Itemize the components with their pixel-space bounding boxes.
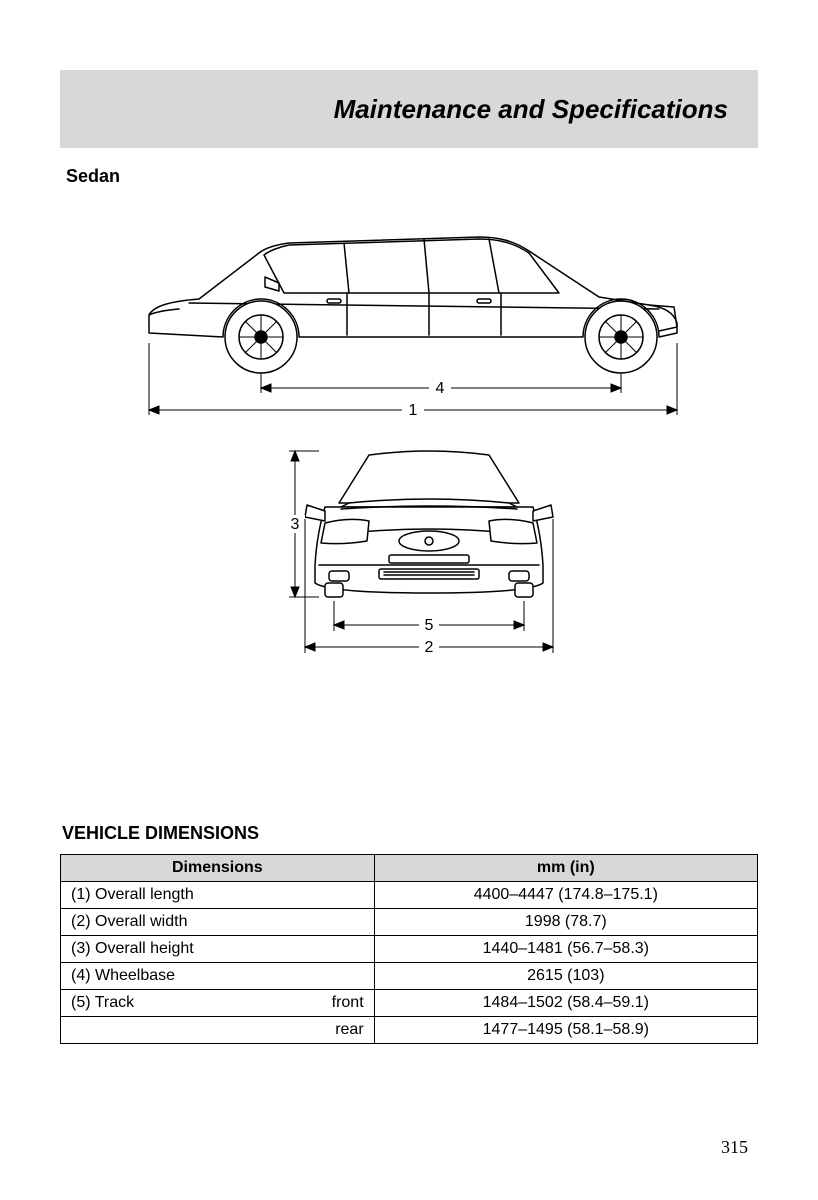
- table-row: (1) Overall length 4400–4447 (174.8–175.…: [61, 882, 758, 909]
- table-row: (2) Overall width 1998 (78.7): [61, 909, 758, 936]
- row-label: (4) Wheelbase: [61, 963, 375, 990]
- vehicle-type-label: Sedan: [66, 166, 758, 187]
- row-label: (2) Overall width: [61, 909, 375, 936]
- dim-4-label: 4: [436, 380, 445, 397]
- dim-2-label: 2: [425, 639, 434, 656]
- track-label: (5) Track: [71, 994, 134, 1012]
- track-front-sub: front: [332, 994, 364, 1012]
- dimensions-table: Dimensions mm (in) (1) Overall length 44…: [60, 854, 758, 1044]
- dim-3-label: 3: [291, 516, 300, 533]
- section-title: VEHICLE DIMENSIONS: [62, 823, 758, 844]
- row-label: rear: [61, 1017, 375, 1044]
- page-title: Maintenance and Specifications: [334, 94, 728, 125]
- row-label: (5) Track front: [61, 990, 375, 1017]
- table-row: (3) Overall height 1440–1481 (56.7–58.3): [61, 936, 758, 963]
- table-row-track-front: (5) Track front 1484–1502 (58.4–59.1): [61, 990, 758, 1017]
- header-band: Maintenance and Specifications: [60, 70, 758, 148]
- track-rear-sub: rear: [335, 1021, 363, 1038]
- row-label: (1) Overall length: [61, 882, 375, 909]
- car-side-view-icon: 4 1: [129, 193, 689, 423]
- table-header-row: Dimensions mm (in): [61, 855, 758, 882]
- row-value: 1440–1481 (56.7–58.3): [374, 936, 757, 963]
- diagram-area: 4 1: [60, 193, 758, 673]
- row-value: 1484–1502 (58.4–59.1): [374, 990, 757, 1017]
- row-value: 1998 (78.7): [374, 909, 757, 936]
- table-row-track-rear: rear 1477–1495 (58.1–58.9): [61, 1017, 758, 1044]
- page-number: 315: [721, 1137, 748, 1158]
- row-value: 1477–1495 (58.1–58.9): [374, 1017, 757, 1044]
- car-front-view-icon: 3 5 2: [229, 433, 589, 673]
- dim-5-label: 5: [425, 617, 434, 634]
- row-label: (3) Overall height: [61, 936, 375, 963]
- col-header-mm-in: mm (in): [374, 855, 757, 882]
- col-header-dimensions: Dimensions: [61, 855, 375, 882]
- row-value: 4400–4447 (174.8–175.1): [374, 882, 757, 909]
- table-row: (4) Wheelbase 2615 (103): [61, 963, 758, 990]
- row-value: 2615 (103): [374, 963, 757, 990]
- dim-1-label: 1: [409, 402, 418, 419]
